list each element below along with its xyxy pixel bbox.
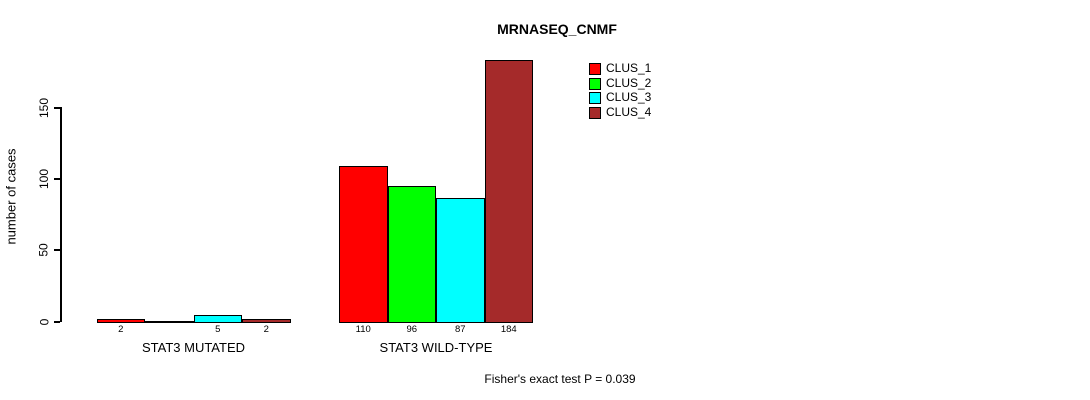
legend-label-CLUS_2: CLUS_2	[606, 75, 652, 90]
group-label: STAT3 MUTATED	[141, 340, 246, 355]
chart-title: MRNASEQ_CNMF	[497, 21, 617, 37]
bar-CLUS_3	[436, 198, 485, 323]
legend-swatch-CLUS_3	[589, 92, 601, 105]
bar-value-label: 184	[500, 324, 517, 335]
y-axis-tick-label: 150	[37, 98, 51, 119]
legend-label-CLUS_4: CLUS_4	[606, 105, 652, 120]
bar-CLUS_1	[96, 319, 145, 323]
y-axis-tick-label: 100	[37, 169, 51, 190]
bar-value-label: 96	[406, 324, 418, 335]
bar-CLUS_3	[193, 314, 242, 323]
y-axis-tick	[54, 178, 60, 181]
y-axis-tick-label-box: 150	[14, 78, 74, 138]
bar-CLUS_4	[242, 319, 291, 323]
bar-value-label: 110	[355, 324, 371, 335]
bar-value-label: 5	[215, 324, 221, 335]
bar-CLUS_1	[339, 165, 388, 323]
bar-CLUS_4	[484, 60, 533, 323]
y-axis-tick-label-box: 0	[14, 292, 74, 352]
fisher-test-annotation: Fisher's exact test P = 0.039	[484, 372, 636, 386]
y-axis-tick-label: 0	[37, 318, 51, 325]
y-axis-tick-label-box: 100	[14, 149, 74, 209]
y-axis-tick-label: 50	[36, 243, 51, 258]
legend-swatch-CLUS_1	[589, 63, 601, 75]
y-axis-tick-label-box: 50	[14, 220, 74, 280]
bar-value-label: 2	[263, 324, 269, 335]
y-axis-tick	[54, 249, 60, 252]
bar-value-label: 2	[118, 324, 124, 335]
y-axis-tick	[54, 320, 60, 323]
legend-label-CLUS_1: CLUS_1	[606, 61, 652, 75]
y-axis-tick	[54, 107, 60, 110]
legend-swatch-CLUS_2	[589, 77, 601, 90]
legend-swatch-CLUS_4	[589, 107, 601, 120]
bar-CLUS_2	[387, 185, 436, 323]
legend-label-CLUS_3: CLUS_3	[606, 90, 652, 105]
bar-CLUS_2	[145, 321, 194, 323]
group-label: STAT3 WILD-TYPE	[379, 340, 493, 355]
y-axis-line	[60, 107, 62, 322]
bar-value-label: 87	[454, 324, 466, 335]
